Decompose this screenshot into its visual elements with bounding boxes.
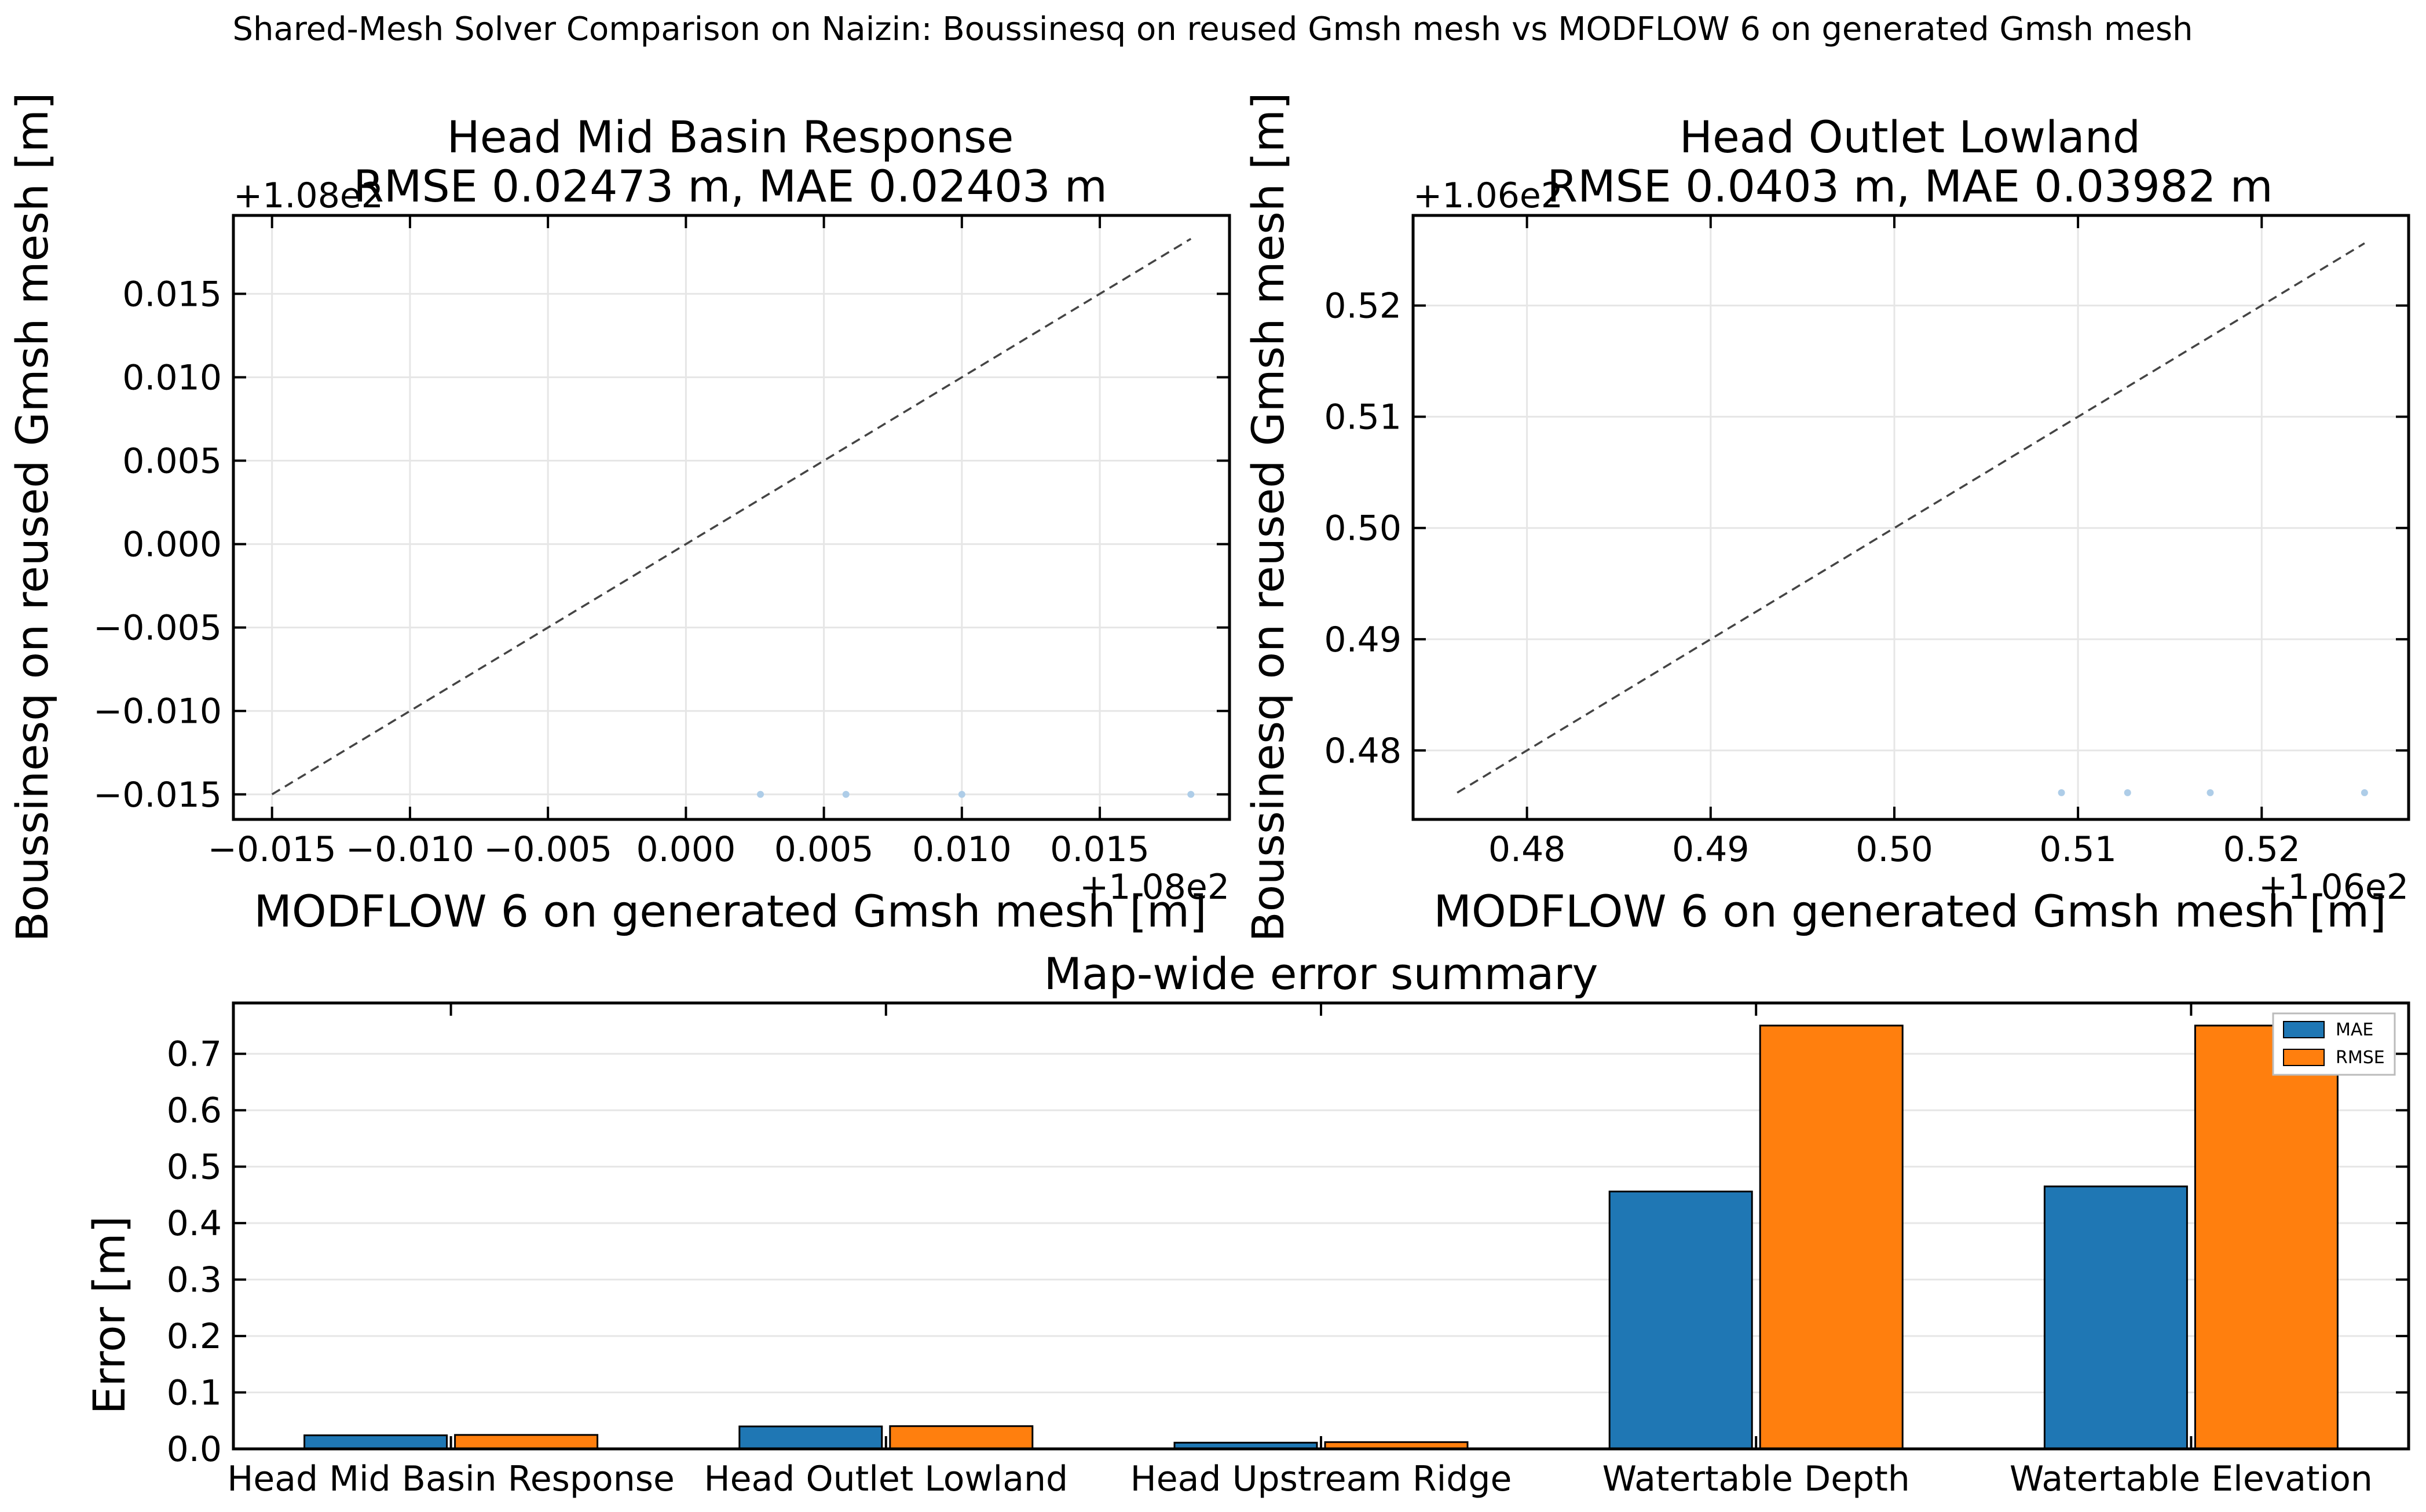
x-axis-label: MODFLOW 6 on generated Gmsh mesh [m] — [254, 885, 1206, 937]
x-tick-label: 0.51 — [2039, 829, 2117, 870]
scatter-point — [2207, 789, 2214, 796]
x-tick-label: 0.48 — [1488, 829, 1566, 870]
axis-ticks: 0.48 0.49 0.50 0.51 0.52 0.48 0.49 0.50 0.51 0.52 — [1324, 214, 2410, 870]
x-tick-label: 0.49 — [1672, 829, 1750, 870]
panel-title: Head Mid Basin Response — [447, 111, 1014, 163]
y-tick-label: 0.48 — [1324, 731, 1402, 771]
x-tick-label: 0.000 — [636, 829, 736, 870]
axis-ticks: −0.015 −0.010 −0.005 0.000 0.005 0.010 0.015−0… — [93, 214, 1231, 870]
bar-mae — [303, 1434, 448, 1450]
scatter-marks — [1457, 242, 2368, 796]
x-tick-label: Head Mid Basin Response — [227, 1459, 675, 1499]
x-tick-label: Head Upstream Ridge — [1130, 1459, 1512, 1499]
scatter-point — [842, 790, 850, 798]
y-axis-label: Error [m] — [83, 1216, 135, 1415]
x-tick-label: 0.015 — [1050, 829, 1150, 870]
x-offset-label: +1.06e2 — [2259, 867, 2409, 907]
panel-title: Map-wide error summary — [1044, 948, 1598, 1000]
y-tick-label: 0.51 — [1324, 397, 1402, 438]
x-tick-label: 0.010 — [912, 829, 1012, 870]
x-axis-label: MODFLOW 6 on generated Gmsh mesh [m] — [1433, 885, 2386, 937]
y-tick-label: 0.3 — [167, 1260, 222, 1301]
y-tick-label: 0.015 — [122, 274, 222, 314]
scatter-point — [958, 790, 965, 798]
y-tick-label: 0.7 — [167, 1034, 222, 1075]
scatter-point — [2058, 789, 2065, 796]
bar-rmse — [889, 1425, 1034, 1450]
grid-lines — [233, 215, 1230, 819]
y-offset-label: +1.08e2 — [233, 175, 383, 216]
scatter-point — [1187, 790, 1195, 798]
plot-frame — [232, 214, 1231, 821]
x-tick-label: 0.50 — [1856, 829, 1933, 870]
axis-ticks: Head Mid Basin Response Head Outlet Lowla… — [167, 1001, 2410, 1499]
scatter-point — [757, 790, 764, 798]
x-tick-label: Head Outlet Lowland — [704, 1459, 1068, 1499]
panel-title: Head Outlet Lowland — [1679, 111, 2140, 163]
identity-reference-line — [271, 237, 1192, 796]
y-tick-label: 0.50 — [1324, 508, 1402, 549]
scatter-marks — [271, 237, 1195, 798]
y-tick-label: −0.010 — [93, 691, 222, 732]
x-tick-label: −0.010 — [346, 829, 474, 870]
plot-frame — [1411, 214, 2410, 821]
y-offset-label: +1.06e2 — [1413, 175, 1563, 216]
y-axis-label: Boussinesq on reused Gmsh mesh [m] — [1242, 92, 1294, 942]
bar-marks — [303, 1024, 2339, 1450]
panel-subtitle: RMSE 0.0403 m, MAE 0.03982 m — [1547, 160, 2273, 212]
scatter-panel-head-mid-basin: −0.015 −0.010 −0.005 0.000 0.005 0.010 0.015−0… — [6, 92, 1231, 942]
figure-suptitle: Shared-Mesh Solver Comparison on Naizin:… — [232, 10, 2193, 48]
legend-swatch-mae — [2283, 1021, 2325, 1038]
bar-rmse — [1759, 1024, 1904, 1450]
bar-rmse — [2194, 1024, 2339, 1450]
scatter-panel-head-outlet-lowland: 0.48 0.49 0.50 0.51 0.52 0.48 0.49 0.50 0.51 0.52… — [1242, 92, 2410, 942]
bar-mae — [738, 1425, 883, 1450]
scatter-point — [2124, 789, 2131, 796]
bar-mae — [2043, 1185, 2188, 1450]
y-tick-label: 0.52 — [1324, 286, 1402, 327]
y-tick-label: 0.005 — [122, 441, 222, 482]
y-tick-label: 0.000 — [122, 525, 222, 565]
plot-frame — [232, 1001, 2410, 1451]
y-tick-label: 0.6 — [167, 1090, 222, 1131]
legend-label-mae: MAE — [2336, 1020, 2373, 1040]
y-tick-label: −0.005 — [93, 608, 222, 649]
y-tick-label: 0.1 — [167, 1373, 222, 1414]
y-axis-label: Boussinesq on reused Gmsh mesh [m] — [6, 92, 58, 942]
y-tick-label: 0.5 — [167, 1147, 222, 1188]
bar-rmse — [454, 1434, 599, 1450]
legend-label-rmse: RMSE — [2336, 1048, 2385, 1068]
x-tick-label: 0.005 — [774, 829, 874, 870]
bar-panel-error-summary: Head Mid Basin Response Head Outlet Lowla… — [83, 948, 2410, 1499]
x-tick-label: 0.52 — [2223, 829, 2300, 870]
legend-swatch-rmse — [2283, 1049, 2325, 1066]
legend: MAE RMSE — [2272, 1012, 2396, 1076]
x-tick-label: Watertable Elevation — [2010, 1459, 2373, 1499]
x-tick-label: −0.005 — [484, 829, 612, 870]
y-tick-label: −0.015 — [93, 775, 222, 815]
y-tick-label: 0.010 — [122, 357, 222, 398]
y-tick-label: 0.2 — [167, 1316, 222, 1357]
panel-subtitle: RMSE 0.02473 m, MAE 0.02403 m — [353, 160, 1107, 212]
x-tick-label: −0.015 — [208, 829, 336, 870]
scatter-point — [2361, 789, 2368, 796]
bar-mae — [1608, 1191, 1753, 1450]
y-tick-label: 0.49 — [1324, 620, 1402, 660]
identity-reference-line — [1457, 242, 2365, 794]
y-tick-label: 0.4 — [167, 1203, 222, 1244]
x-tick-label: Watertable Depth — [1602, 1459, 1910, 1499]
grid-lines — [1413, 215, 2409, 819]
x-offset-label: +1.08e2 — [1080, 867, 1230, 907]
y-tick-label: 0.0 — [167, 1429, 222, 1470]
